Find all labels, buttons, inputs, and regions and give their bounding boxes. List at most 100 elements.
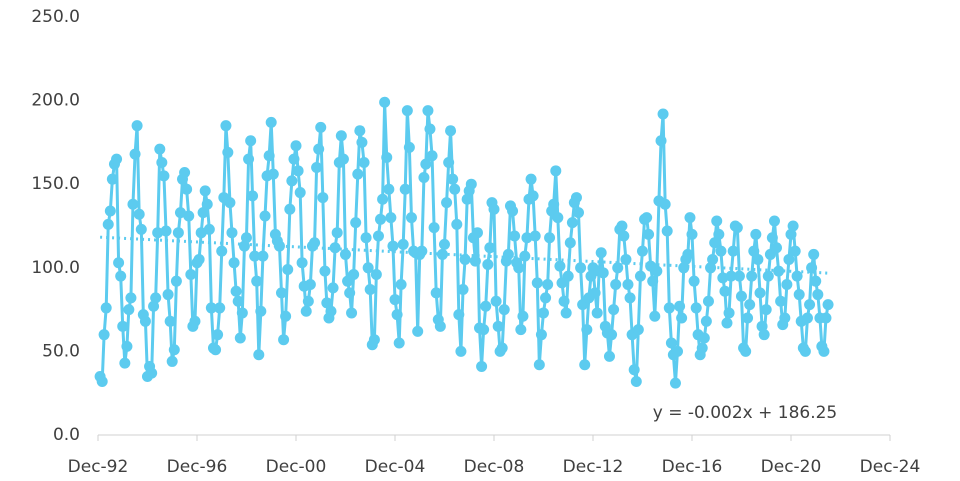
data-point — [212, 329, 224, 341]
data-point — [127, 198, 139, 210]
data-point — [354, 125, 366, 137]
data-point — [690, 302, 702, 314]
data-point — [424, 123, 436, 135]
data-point — [230, 285, 242, 297]
data-point — [189, 315, 201, 327]
data-point — [519, 250, 531, 262]
data-point — [418, 172, 430, 184]
x-tick-label: Dec-24 — [860, 457, 921, 477]
data-point — [482, 258, 494, 270]
data-point — [509, 230, 521, 242]
data-point — [634, 270, 646, 282]
data-point — [521, 232, 533, 244]
data-point — [572, 207, 584, 219]
data-point — [789, 245, 801, 257]
data-point — [488, 203, 500, 215]
data-point — [688, 275, 700, 287]
data-point — [711, 215, 723, 227]
data-point — [224, 197, 236, 209]
data-point — [564, 237, 576, 249]
data-point — [469, 255, 481, 267]
data-point — [480, 300, 492, 312]
data-point — [618, 230, 630, 242]
data-point — [174, 207, 186, 219]
data-point — [727, 245, 739, 257]
data-point — [698, 332, 710, 344]
data-point — [416, 245, 428, 257]
data-point — [214, 302, 226, 314]
data-point — [552, 212, 564, 224]
data-point — [280, 310, 292, 322]
data-point — [490, 295, 502, 307]
data-point — [717, 272, 729, 284]
data-point — [412, 325, 424, 337]
data-point — [820, 312, 832, 324]
data-point — [775, 295, 787, 307]
data-point — [810, 275, 822, 287]
data-point — [121, 340, 133, 352]
data-point — [395, 279, 407, 291]
data-point — [313, 143, 325, 155]
data-point — [294, 187, 306, 199]
data-point — [787, 220, 799, 232]
data-point — [393, 337, 405, 349]
data-point — [259, 210, 271, 222]
data-point — [100, 302, 112, 314]
data-point — [484, 242, 496, 254]
data-point — [236, 307, 248, 319]
data-point — [172, 227, 184, 239]
data-point — [391, 309, 403, 321]
data-point — [818, 345, 830, 357]
data-point — [350, 217, 362, 229]
data-point — [779, 312, 791, 324]
data-point — [459, 253, 471, 265]
data-point — [760, 304, 772, 316]
y-tick-label: 250.0 — [31, 7, 80, 27]
data-point — [783, 253, 795, 265]
data-point — [705, 262, 717, 274]
data-point — [368, 334, 380, 346]
data-point — [581, 324, 593, 336]
data-point — [742, 312, 754, 324]
y-tick-label: 150.0 — [31, 174, 80, 194]
data-point — [346, 307, 358, 319]
data-point — [273, 240, 285, 252]
data-point — [566, 217, 578, 229]
data-point — [185, 268, 197, 280]
data-point — [387, 240, 399, 252]
data-point — [513, 262, 525, 274]
data-point — [651, 265, 663, 277]
data-point — [585, 270, 597, 282]
data-point — [628, 364, 640, 376]
data-point — [702, 295, 714, 307]
data-point — [537, 307, 549, 319]
data-point — [133, 208, 145, 220]
data-point — [148, 300, 160, 312]
data-point — [674, 300, 686, 312]
data-point — [300, 305, 312, 317]
data-point — [603, 350, 615, 362]
data-point — [401, 105, 413, 117]
data-point — [696, 342, 708, 354]
data-point — [517, 310, 529, 322]
data-point — [98, 329, 110, 341]
data-point — [381, 151, 393, 163]
data-point — [748, 245, 760, 257]
trendline-equation: y = -0.002x + 186.25 — [653, 403, 838, 423]
data-point — [331, 227, 343, 239]
data-point — [665, 337, 677, 349]
data-point — [428, 222, 440, 234]
plot: 0.0 50.0 100.0 150.0 200.0 250.0 Dec-92 Dec-96 D… — [31, 7, 920, 477]
data-point — [405, 212, 417, 224]
data-point — [348, 268, 360, 280]
data-point — [608, 304, 620, 316]
data-point — [773, 265, 785, 277]
data-point — [560, 307, 572, 319]
data-point — [548, 198, 560, 210]
data-point — [193, 253, 205, 265]
data-point — [740, 345, 752, 357]
data-point — [251, 275, 263, 287]
data-point — [243, 153, 255, 165]
data-point — [267, 168, 279, 180]
